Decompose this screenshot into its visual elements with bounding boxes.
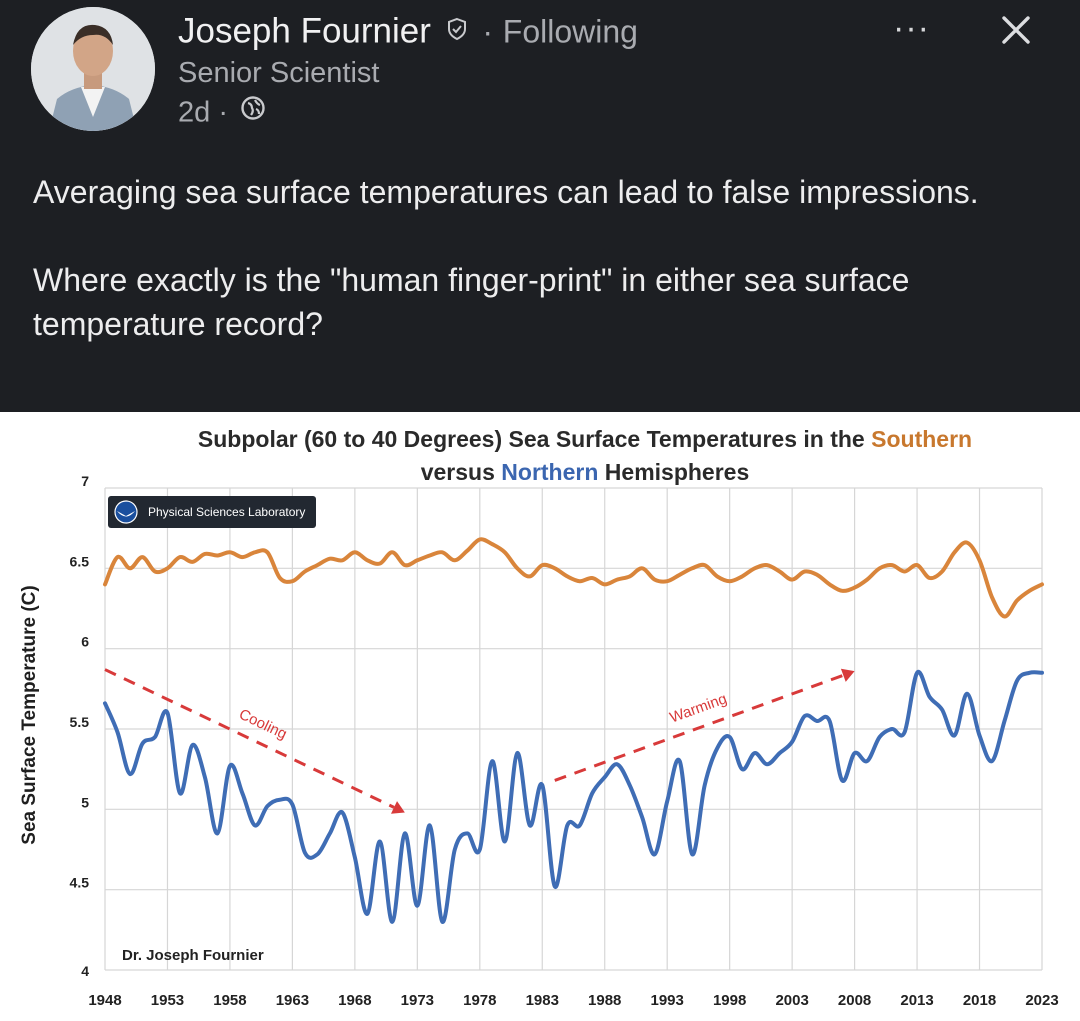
x-tick-label: 1988 bbox=[588, 992, 621, 1009]
psl-logo-badge: Physical Sciences Laboratory bbox=[108, 496, 316, 528]
x-tick-label: 2023 bbox=[1025, 992, 1058, 1009]
post-header: Joseph Fournier · Following Senior Scien… bbox=[0, 0, 1080, 412]
x-tick-label: 1993 bbox=[651, 992, 684, 1009]
author-title: Senior Scientist bbox=[178, 57, 380, 89]
x-tick-label: 2013 bbox=[900, 992, 933, 1009]
y-tick-label: 4.5 bbox=[70, 875, 90, 891]
post-text-paragraph: Where exactly is the "human finger-print… bbox=[33, 262, 910, 342]
author-name[interactable]: Joseph Fournier bbox=[178, 11, 431, 51]
x-tick-label: 1963 bbox=[276, 992, 309, 1009]
chart-title-text: Subpolar (60 to 40 Degrees) Sea Surface … bbox=[197, 426, 872, 452]
x-tick-label: 1973 bbox=[401, 992, 434, 1009]
y-tick-label: 6.5 bbox=[70, 553, 90, 569]
series-line-northern bbox=[103, 669, 1044, 924]
psl-logo-label: Physical Sciences Laboratory bbox=[148, 505, 306, 519]
post-meta: 2d · bbox=[178, 94, 266, 134]
trend-arrowhead-cooling bbox=[390, 801, 405, 814]
chart-credit: Dr. Joseph Fournier bbox=[122, 947, 264, 964]
y-tick-label: 4 bbox=[81, 963, 89, 979]
post-body: Averaging sea surface temperatures can l… bbox=[33, 170, 1053, 390]
separator-dot: · bbox=[482, 13, 494, 50]
x-tick-label: 2018 bbox=[963, 992, 996, 1009]
x-tick-label: 1968 bbox=[338, 992, 371, 1009]
follow-status[interactable]: Following bbox=[502, 13, 638, 50]
y-tick-label: 7 bbox=[81, 473, 89, 489]
chart-title-line2: versus Northern Hemispheres bbox=[80, 459, 1080, 486]
verified-badge-icon bbox=[445, 8, 469, 52]
chart-title-text: versus bbox=[420, 459, 502, 485]
y-tick-label: 6 bbox=[81, 634, 89, 650]
y-tick-label: 5 bbox=[81, 794, 89, 810]
close-icon[interactable] bbox=[996, 10, 1036, 50]
avatar-photo bbox=[31, 7, 155, 131]
x-tick-label: 1978 bbox=[463, 992, 496, 1009]
noaa-logo-icon bbox=[114, 500, 138, 524]
meta-separator: · bbox=[218, 96, 228, 129]
x-tick-label: 1983 bbox=[526, 992, 559, 1009]
more-options-icon[interactable]: ··· bbox=[893, 9, 930, 47]
globe-icon bbox=[240, 94, 266, 130]
trend-arrowhead-warming bbox=[840, 668, 855, 682]
chart-title-text: Hemispheres bbox=[598, 459, 750, 485]
x-tick-label: 1948 bbox=[88, 992, 121, 1009]
x-tick-label: 1998 bbox=[713, 992, 746, 1009]
x-tick-label: 1958 bbox=[213, 992, 246, 1009]
author-line: Joseph Fournier · Following bbox=[178, 8, 638, 58]
chart-title-northern: Northern bbox=[501, 459, 599, 485]
post-text-paragraph: Averaging sea surface temperatures can l… bbox=[33, 174, 979, 210]
time-ago: 2d bbox=[178, 96, 211, 129]
trend-arrow-warming bbox=[554, 673, 844, 782]
series-line-southern bbox=[103, 537, 1044, 619]
author-avatar[interactable] bbox=[31, 7, 155, 131]
trend-arrow-cooling bbox=[104, 668, 395, 809]
chart-title-line1: Subpolar (60 to 40 Degrees) Sea Surface … bbox=[80, 426, 1080, 453]
x-tick-label: 2003 bbox=[775, 992, 808, 1009]
y-tick-label: 5.5 bbox=[70, 714, 90, 730]
x-tick-label: 1953 bbox=[151, 992, 184, 1009]
x-tick-label: 2008 bbox=[838, 992, 871, 1009]
chart-title-southern: Southern bbox=[871, 426, 973, 452]
